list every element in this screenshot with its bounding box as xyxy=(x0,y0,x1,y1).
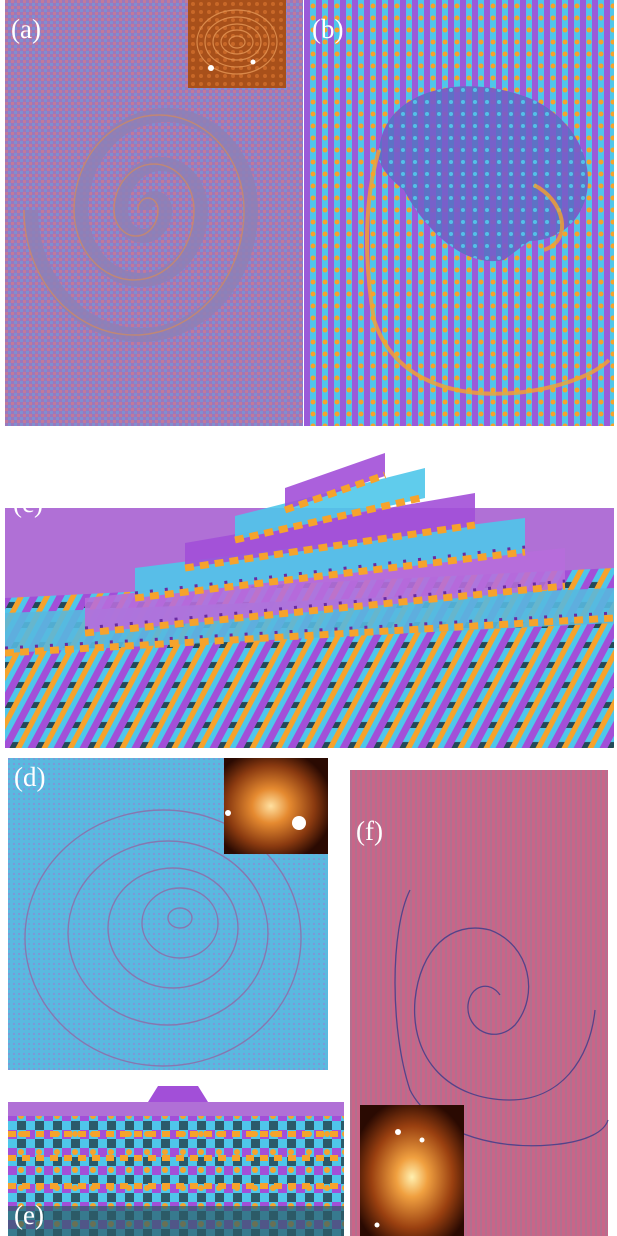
panel-e: (e) xyxy=(8,1076,344,1236)
panel-label-e: (e) xyxy=(14,1200,44,1230)
panel-a-image xyxy=(5,0,303,426)
afm-inset-d xyxy=(224,758,328,854)
panel-c: (c) xyxy=(5,448,614,748)
panel-label-b: (b) xyxy=(312,14,344,44)
panel-c-image xyxy=(5,448,614,748)
panel-e-image xyxy=(8,1076,344,1236)
afm-inset-a xyxy=(188,0,286,88)
panel-label-d: (d) xyxy=(14,762,46,792)
panel-d-image xyxy=(8,758,328,1070)
panel-label-a: (a) xyxy=(11,14,41,44)
panel-a: (a) xyxy=(5,0,303,426)
panel-label-f: (f) xyxy=(356,816,383,846)
afm-inset-f xyxy=(360,1105,464,1236)
panel-f: (f) xyxy=(350,770,614,1236)
panel-f-image xyxy=(350,770,609,1236)
panel-d: (d) xyxy=(8,758,328,1070)
panel-b: (b) xyxy=(304,0,614,426)
panel-b-image xyxy=(304,0,614,426)
panel-label-c: (c) xyxy=(13,488,43,518)
